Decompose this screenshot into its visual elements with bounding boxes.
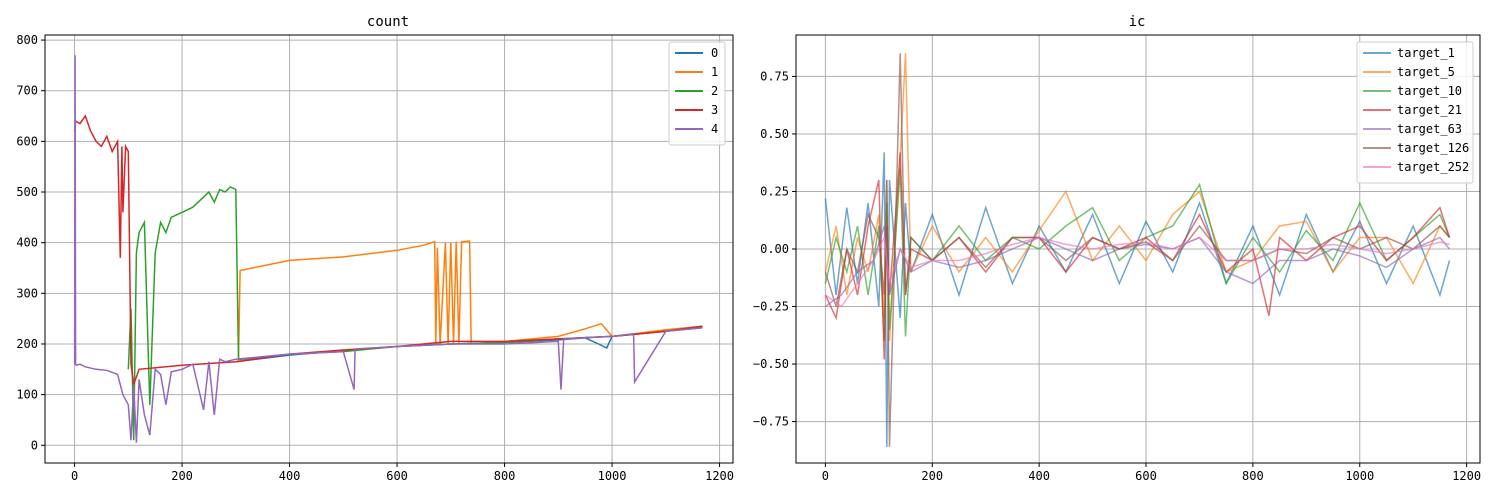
count-chart-legend-label: 2 [711, 84, 718, 98]
count-chart-y-tick-label: 600 [16, 134, 38, 148]
ic-chart-legend-label: target_10 [1397, 84, 1462, 98]
count-chart-y-tick-label: 300 [16, 286, 38, 300]
count-chart-y-tick-label: 400 [16, 236, 38, 250]
count-chart-legend: 0 1 2 3 4 [668, 41, 726, 146]
count-chart-y-tick-label: 200 [16, 337, 38, 351]
count-chart-y-tick-label: 700 [16, 84, 38, 98]
ic-chart: ic 0 200 400 600 800 1000 1200−0.75−0.50−0.250… [753, 14, 1481, 483]
ic-chart-y-tick-label: −0.25 [753, 300, 789, 314]
ic-chart-x-tick-label: 0 [822, 469, 829, 483]
count-chart-x-tick-label: 800 [494, 469, 516, 483]
count-chart-x-tick-label: 600 [386, 469, 408, 483]
ic-chart-x-tick-label: 200 [921, 469, 943, 483]
count-chart-series-line-1 [235, 240, 703, 363]
ic-chart-ticks: 0 200 400 600 800 1000 1200 −0.75 −0.50 −0.25 0.00… [753, 69, 1481, 483]
ic-chart-y-tick-label: 0.50 [760, 127, 789, 141]
count-chart-title: count [367, 14, 409, 30]
count-chart-legend-box [668, 41, 726, 146]
ic-chart-x-tick-label: 600 [1135, 469, 1157, 483]
ic-chart-x-tick-label: 1000 [1345, 469, 1374, 483]
ic-chart-x-tick-label: 1200 [1452, 469, 1481, 483]
count-chart-x-tick-label: 1200 [705, 469, 734, 483]
ic-chart-y-tick-label: 0.25 [760, 184, 789, 198]
ic-chart-legend-label: target_252 [1397, 160, 1469, 174]
ic-chart-series-line-target_252 [824, 234, 1450, 308]
ic-chart-y-tick-label: 0.75 [760, 69, 789, 83]
ic-chart-legend-label: target_21 [1397, 103, 1462, 117]
count-chart-legend-label: 0 [711, 46, 718, 60]
count-chart-axes-frame [44, 34, 734, 464]
count-chart-x-tick-label: 0 [71, 469, 78, 483]
count-chart-y-tick-label: 500 [16, 185, 38, 199]
ic-chart-y-tick-label: −0.75 [753, 415, 789, 429]
count-chart-legend-label: 3 [711, 103, 718, 117]
ic-chart-title: ic [1129, 14, 1146, 30]
ic-chart-y-tick-label: 0.00 [760, 242, 789, 256]
count-chart-legend-label: 1 [711, 65, 718, 79]
count-chart-legend-label: 4 [711, 122, 718, 136]
count-chart-y-tick-label: 800 [16, 33, 38, 47]
count-chart-x-tick-label: 200 [171, 469, 193, 483]
count-chart-series [73, 55, 703, 443]
ic-chart-legend-label: target_5 [1397, 65, 1455, 79]
count-chart-x-tick-label: 400 [279, 469, 301, 483]
count-chart-series-line-3 [73, 114, 703, 385]
ic-chart-x-tick-label: 400 [1028, 469, 1050, 483]
count-chart-y-tick-label: 100 [16, 388, 38, 402]
count-chart-ticks: 0 200 400 600 800 1000 1200 0 100 200 300 400 500 600… [16, 33, 734, 483]
count-chart-series-line-4 [73, 55, 703, 443]
ic-chart-legend-label: target_126 [1397, 141, 1469, 155]
ic-chart-x-tick-label: 800 [1242, 469, 1264, 483]
ic-chart-legend-label: target_1 [1397, 46, 1455, 60]
ic-chart-legend: target_1 target_5 target_10 target_21target… [1356, 41, 1474, 184]
ic-chart-legend-label: target_63 [1397, 122, 1462, 136]
count-chart: count 0 200 400 600 800 1000 12000100200300400… [16, 14, 734, 483]
ic-chart-series [824, 53, 1451, 447]
count-chart-x-tick-label: 1000 [598, 469, 627, 483]
count-chart-y-tick-label: 0 [31, 438, 38, 452]
ic-chart-y-tick-label: −0.50 [753, 357, 789, 371]
